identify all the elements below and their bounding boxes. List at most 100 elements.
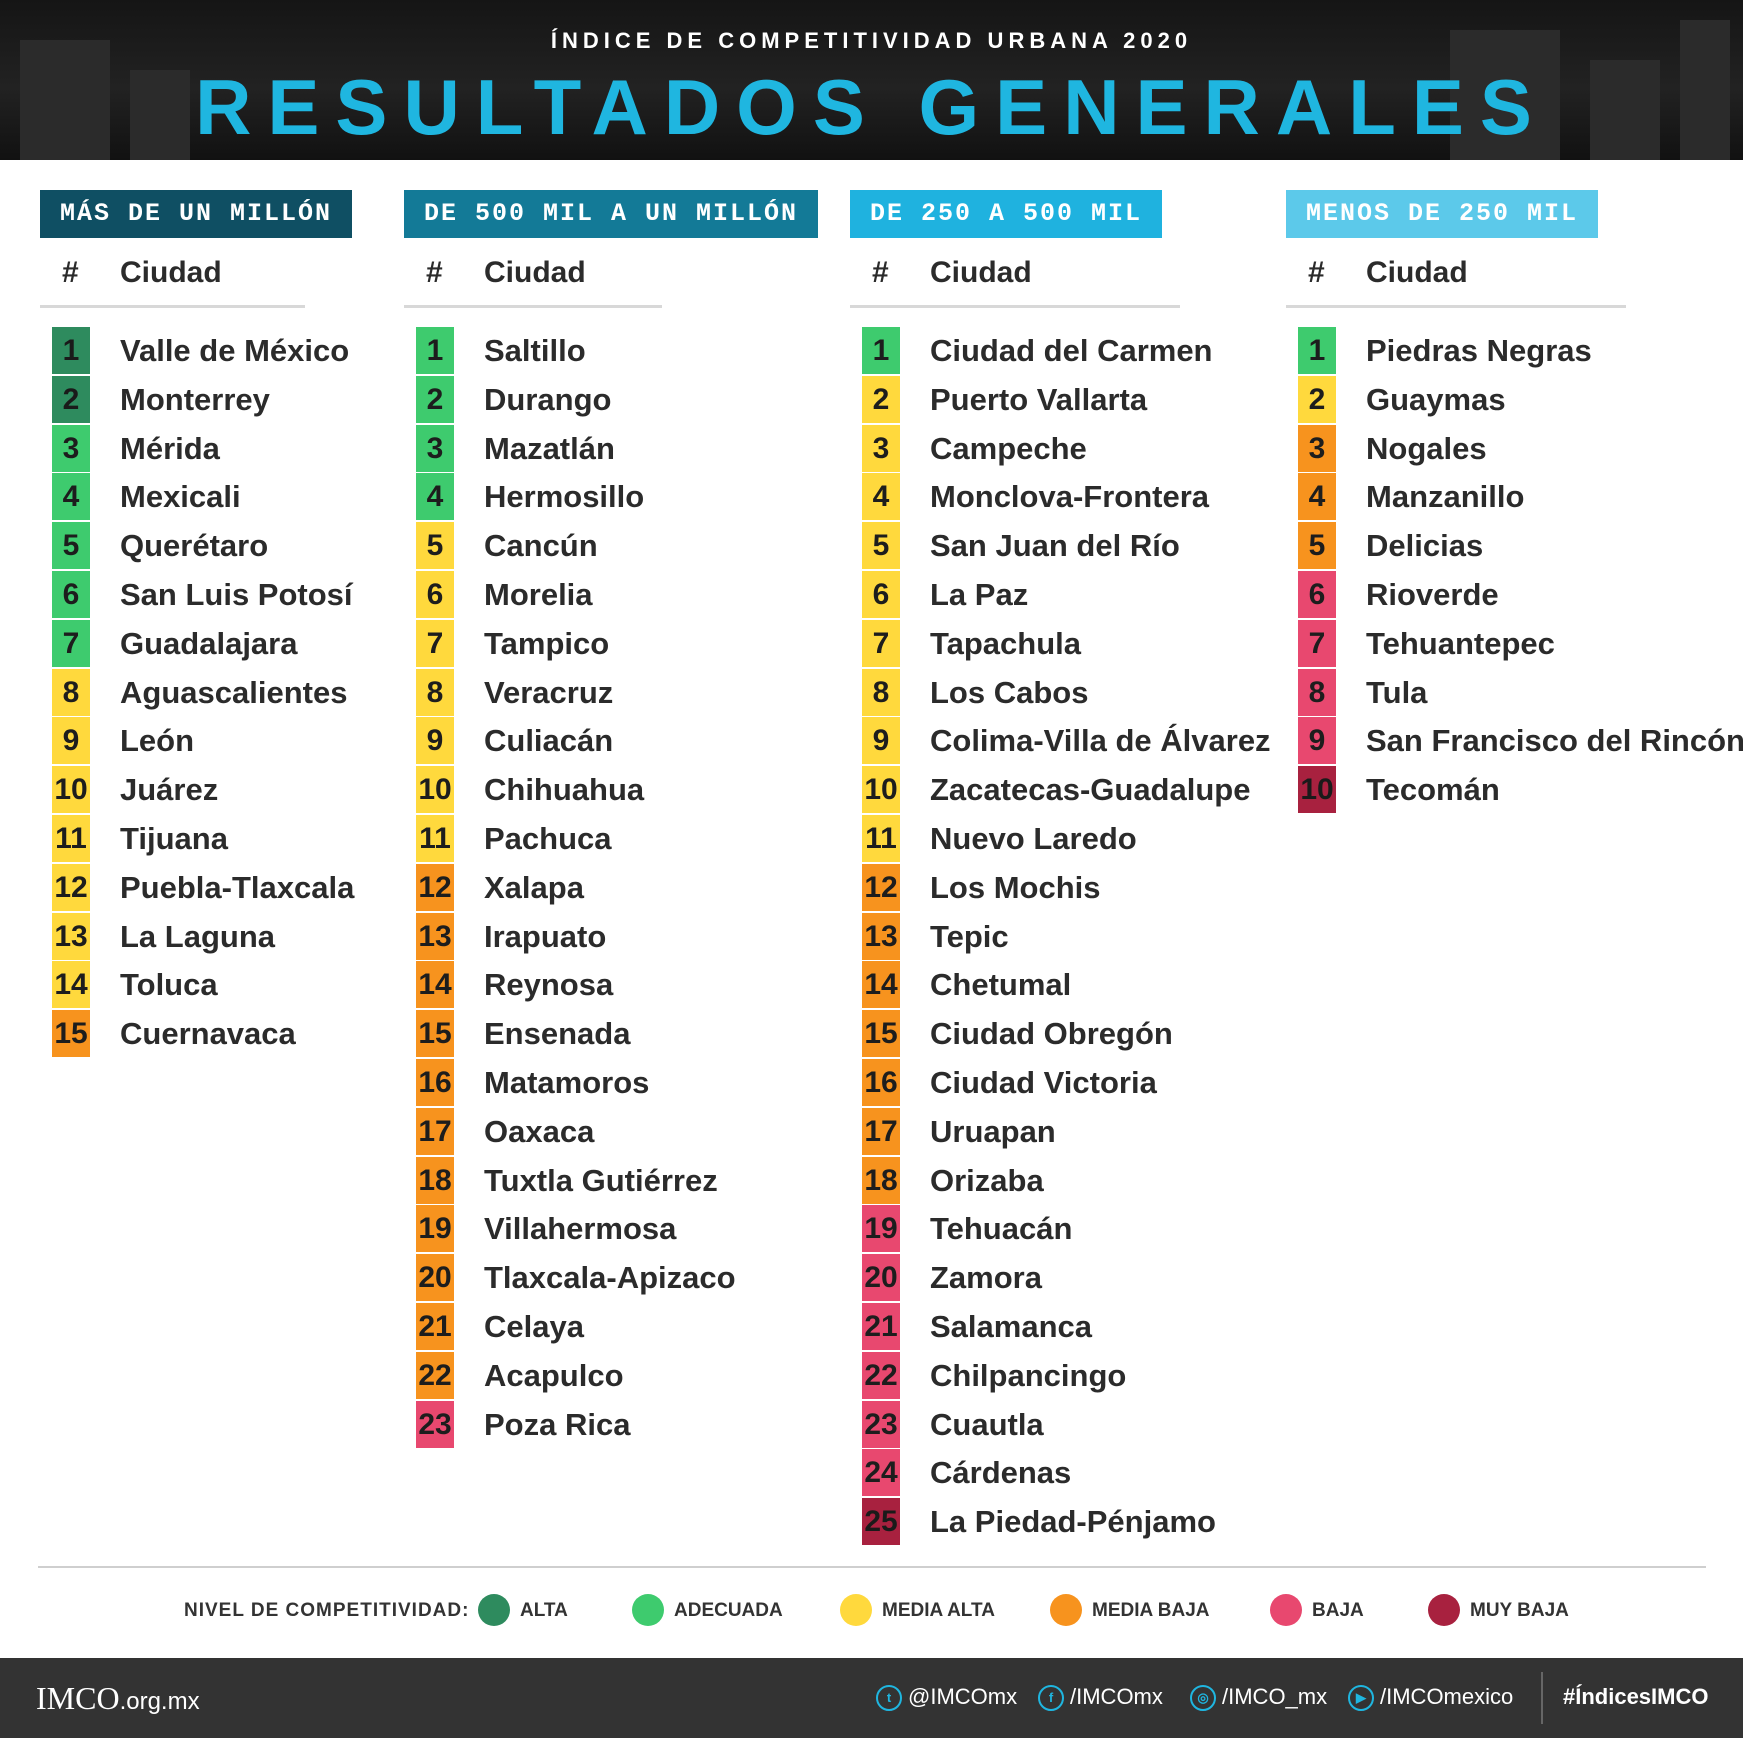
rank-badge: 23: [416, 1400, 454, 1448]
rank-badge: 2: [1298, 375, 1336, 423]
city-name: Oaxaca: [484, 1113, 595, 1149]
city-name: Durango: [484, 381, 612, 417]
rank-badge: 4: [52, 473, 90, 521]
page-title: RESULTADOS GENERALES: [195, 63, 1548, 151]
city-name: Los Mochis: [930, 869, 1101, 905]
city-name: Tepic: [930, 918, 1009, 954]
rank-badge: 5: [416, 522, 454, 570]
footer-divider: [1541, 1672, 1543, 1724]
hashtag: #ÍndicesIMCO: [1563, 1684, 1709, 1709]
rank-badge: 4: [1298, 473, 1336, 521]
city-name: Colima-Villa de Álvarez: [930, 723, 1271, 759]
rank-badge: 8: [52, 668, 90, 716]
youtube-icon: ▶: [1348, 1685, 1374, 1712]
city-name: Manzanillo: [1366, 479, 1525, 515]
legend-text: ALTA: [520, 1600, 568, 1621]
legend-swatch: [478, 1594, 510, 1626]
rank-badge: 4: [416, 473, 454, 521]
city-name: Tecomán: [1366, 772, 1500, 808]
city-name: Zacatecas-Guadalupe: [930, 772, 1251, 808]
rank-badge: 7: [862, 619, 900, 667]
legend-swatch: [840, 1594, 872, 1626]
facebook-icon: f: [1038, 1685, 1064, 1712]
city-name: Morelia: [484, 576, 593, 612]
rank-header: #: [426, 256, 443, 289]
rank-header: #: [872, 256, 889, 289]
legend-text: MEDIA BAJA: [1092, 1600, 1210, 1621]
city-name: Xalapa: [484, 869, 584, 905]
city-name: Uruapan: [930, 1113, 1056, 1149]
city-name: Guaymas: [1366, 381, 1506, 417]
city-header: Ciudad: [930, 256, 1032, 289]
rank-badge: 18: [862, 1156, 900, 1204]
social-link-1[interactable]: f/IMCOmx: [1038, 1684, 1163, 1712]
social-handle: /IMCO_mx: [1222, 1684, 1328, 1709]
rank-badge: 14: [416, 961, 454, 1009]
rank-header: #: [62, 256, 79, 289]
city-name: Tapachula: [930, 625, 1082, 661]
rank-badge: 5: [862, 522, 900, 570]
imco-logo[interactable]: IMCO.org.mx: [36, 1680, 200, 1717]
city-name: Zamora: [930, 1260, 1042, 1296]
city-name: La Paz: [930, 576, 1029, 612]
social-link-0[interactable]: t @IMCOmx: [876, 1684, 1017, 1712]
rank-badge: 21: [862, 1302, 900, 1350]
logo-text: IMCO: [36, 1680, 120, 1716]
column-1: DE 500 MIL A UN MILLÓN # Ciudad 1 Saltillo 2 D…: [404, 190, 819, 1448]
rank-badge: 12: [52, 863, 90, 911]
rank-badge: 8: [862, 668, 900, 716]
city-name: Ensenada: [484, 1016, 631, 1052]
social-link-3[interactable]: ▶/IMCOmexico: [1348, 1684, 1513, 1712]
city-name: Monterrey: [120, 381, 270, 417]
city-name: La Piedad-Pénjamo: [930, 1504, 1216, 1540]
city-name: Ciudad Victoria: [930, 1064, 1157, 1100]
rank-badge: 1: [1298, 327, 1336, 374]
rank-badge: 13: [52, 912, 90, 960]
rank-badge: 13: [416, 912, 454, 960]
city-name: Campeche: [930, 430, 1087, 466]
rank-badge: 25: [862, 1498, 900, 1546]
header-rule: [850, 305, 1180, 308]
city-name: Juárez: [120, 772, 219, 808]
city-name: La Laguna: [120, 918, 276, 954]
legend-label: NIVEL DE COMPETITIVIDAD:: [184, 1600, 470, 1621]
city-name: Guadalajara: [120, 625, 298, 661]
rank-badge: 16: [416, 1058, 454, 1106]
rank-badge: 13: [862, 912, 900, 960]
header-rule: [404, 305, 662, 308]
legend-text: MUY BAJA: [1470, 1600, 1569, 1621]
rank-badge: 15: [416, 1010, 454, 1058]
rank-badge: 3: [1298, 424, 1336, 472]
social-handle: /IMCOmx: [1070, 1684, 1163, 1709]
rank-badge: 20: [416, 1254, 454, 1302]
rank-badge: 14: [52, 961, 90, 1009]
rank-badge: 5: [1298, 522, 1336, 570]
social-handle: @IMCOmx: [908, 1684, 1018, 1709]
legend: NIVEL DE COMPETITIVIDAD: ALTA ADECUADA MED…: [0, 1592, 1743, 1628]
rank-badge: 2: [862, 375, 900, 423]
rank-header: #: [1308, 256, 1325, 289]
rank-badge: 19: [416, 1205, 454, 1253]
city-header: Ciudad: [120, 256, 222, 289]
city-header: Ciudad: [484, 256, 586, 289]
legend-text: BAJA: [1312, 1600, 1364, 1621]
city-name: Saltillo: [484, 333, 586, 368]
rank-badge: 17: [416, 1107, 454, 1155]
city-name: Chilpancingo: [930, 1357, 1127, 1393]
rank-badge: 10: [1298, 766, 1336, 814]
city-name: Tuxtla Gutiérrez: [484, 1162, 718, 1198]
city-name: Tlaxcala-Apizaco: [484, 1260, 736, 1296]
rank-badge: 12: [416, 863, 454, 911]
social-link-2[interactable]: ◎/IMCO_mx: [1190, 1684, 1327, 1712]
city-name: Salamanca: [930, 1308, 1092, 1344]
rank-badge: 1: [862, 327, 900, 374]
logo-domain: .org.mx: [119, 1688, 200, 1715]
city-name: Tula: [1366, 674, 1428, 710]
city-name: Nuevo Laredo: [930, 820, 1137, 856]
city-name: Delicias: [1366, 528, 1484, 564]
legend-text: MEDIA ALTA: [882, 1600, 995, 1621]
column-0: MÁS DE UN MILLÓN # Ciudad 1 Valle de México 2…: [40, 190, 354, 1058]
rank-badge: 7: [52, 619, 90, 667]
rank-badge: 6: [1298, 570, 1336, 618]
header-banner: ÍNDICE DE COMPETITIVIDAD URBANA 2020 RES…: [0, 0, 1743, 160]
